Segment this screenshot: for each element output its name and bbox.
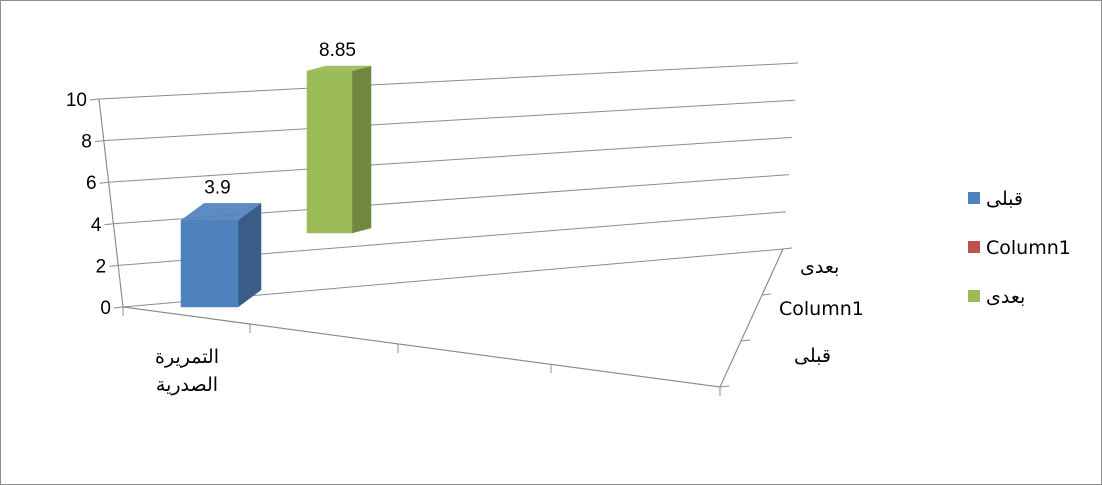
y-tick-label: 8 [81, 132, 92, 153]
gridline [103, 99, 796, 142]
axes [98, 98, 793, 396]
y-tick-label: 4 [91, 215, 102, 236]
bar-side [351, 65, 372, 234]
data-label: 8.85 [319, 40, 356, 61]
depth-tick-mark [740, 339, 751, 342]
legend-label: بعدى [986, 286, 1025, 308]
category-labels: التمريرة الصدرية [155, 346, 219, 396]
y-tick-mark [89, 98, 100, 101]
bar [306, 70, 353, 234]
depth-axis-line [719, 248, 784, 388]
category-label: الصدرية [156, 374, 218, 396]
legend-label: قبلى [986, 188, 1023, 210]
gridline [108, 136, 793, 183]
data-label: 3.9 [204, 177, 230, 198]
y-tick-label: 10 [66, 90, 87, 111]
depth-tick-mark [782, 247, 793, 250]
legend-swatch [968, 192, 980, 204]
y-axis-line [98, 98, 124, 308]
depth-axis-label: قبلى [794, 345, 831, 367]
y-tick-label: 2 [96, 256, 107, 277]
bars [180, 65, 372, 308]
x-axis-line [122, 306, 721, 388]
y-tick-mark [104, 223, 114, 226]
depth-axis-label: Column1 [779, 298, 864, 320]
bar [180, 220, 239, 308]
bar-side [237, 202, 262, 308]
depth-tick-mark [761, 293, 772, 296]
data-labels: 3.9 8.85 [204, 40, 356, 198]
legend-swatch [968, 241, 980, 253]
depth-axis-labels: قبلى Column1 بعدى [779, 256, 864, 367]
y-tick-mark [99, 181, 109, 184]
legend: قبلى Column1 بعدى [968, 188, 1071, 308]
y-tick-label: 6 [86, 173, 97, 194]
legend-swatch [968, 290, 980, 302]
y-axis-ticks: 0 2 4 6 8 10 [66, 90, 124, 319]
y-tick-label: 0 [100, 298, 111, 319]
y-tick-mark [109, 264, 119, 267]
legend-label: Column1 [986, 237, 1071, 259]
depth-tick-mark [719, 385, 730, 388]
y-tick-mark [113, 306, 124, 309]
depth-axis-label: بعدى [800, 256, 839, 278]
gridline [98, 62, 799, 100]
y-tick-mark [94, 140, 104, 143]
category-label: التمريرة [155, 346, 219, 368]
